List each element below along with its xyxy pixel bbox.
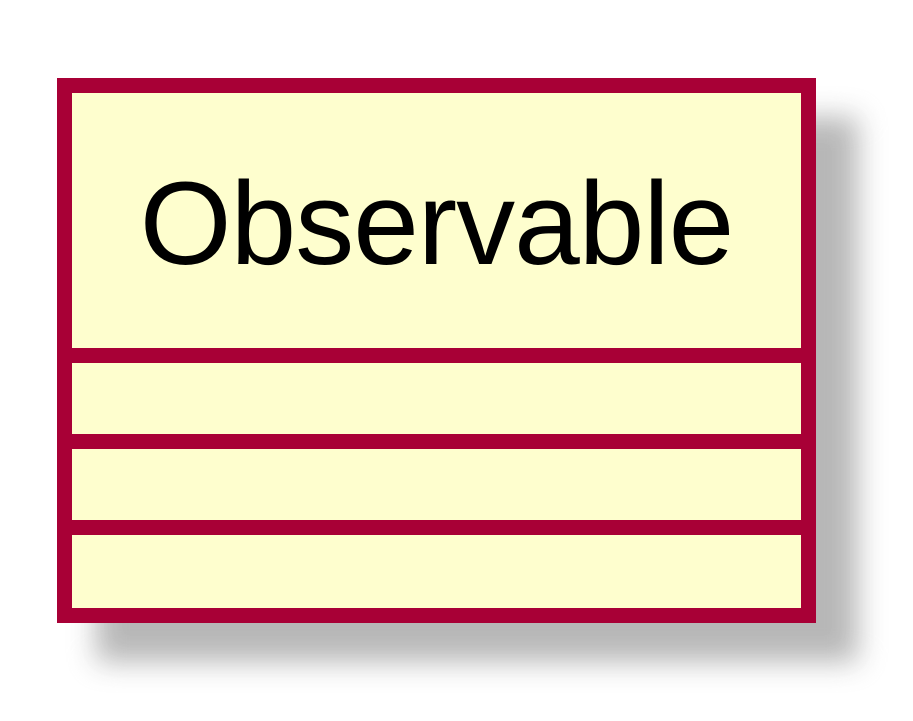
fields-compartment <box>72 363 801 434</box>
class-header: Observable <box>72 93 801 348</box>
class-box-observable: Observable <box>57 78 816 623</box>
compartment-divider <box>72 348 801 363</box>
compartment-divider <box>72 520 801 535</box>
methods-compartment <box>72 449 801 520</box>
extra-compartment <box>72 535 801 608</box>
class-name: Observable <box>139 157 734 290</box>
compartment-divider <box>72 434 801 449</box>
